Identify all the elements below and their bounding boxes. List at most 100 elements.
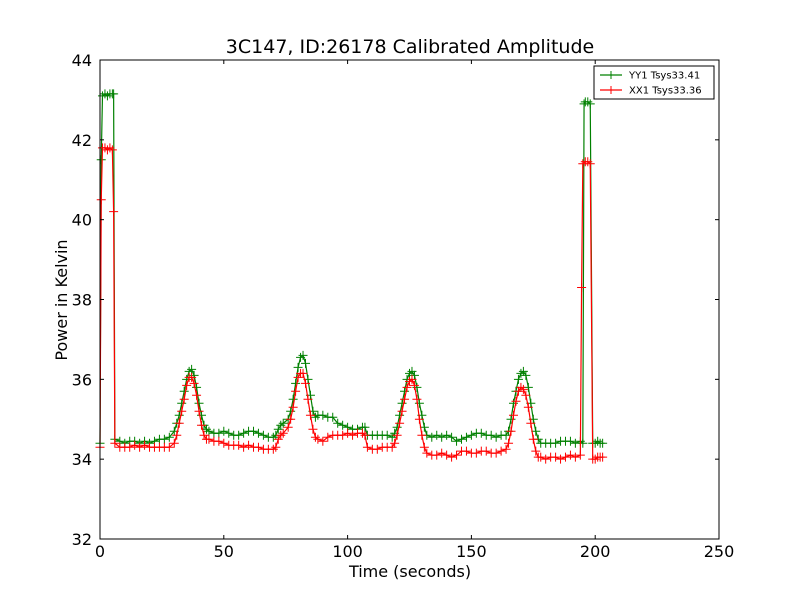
- data-point: [140, 440, 150, 450]
- data-point: [288, 394, 298, 404]
- data-point: [585, 99, 595, 109]
- data-point: [338, 430, 348, 440]
- data-point: [508, 398, 518, 408]
- series-1: [95, 143, 608, 464]
- data-point: [194, 406, 204, 416]
- y-tick-label: 32: [72, 530, 92, 549]
- data-point: [303, 394, 313, 404]
- data-point: [164, 432, 174, 442]
- data-point: [405, 368, 414, 378]
- data-point: [192, 390, 202, 400]
- data-point: [199, 430, 209, 440]
- data-point: [508, 410, 518, 420]
- data-point: [590, 454, 600, 464]
- data-point: [362, 442, 372, 452]
- data-point: [491, 432, 501, 442]
- data-point: [109, 207, 119, 217]
- data-point: [125, 442, 135, 452]
- data-point: [214, 436, 224, 446]
- data-point: [518, 384, 528, 394]
- data-point: [516, 382, 526, 392]
- data-point: [234, 430, 244, 440]
- data-point: [518, 366, 528, 376]
- data-point: [437, 432, 447, 442]
- data-point: [201, 424, 211, 434]
- data-point: [283, 422, 293, 432]
- data-point: [397, 398, 407, 408]
- data-point: [194, 398, 204, 408]
- data-point: [177, 406, 187, 416]
- data-point: [219, 426, 229, 436]
- x-axis-label: Time (seconds): [348, 562, 471, 581]
- data-point: [360, 430, 370, 440]
- data-point: [521, 370, 531, 380]
- data-point: [447, 452, 457, 462]
- data-point: [239, 442, 249, 452]
- data-point: [253, 442, 263, 452]
- series-0: [95, 89, 608, 448]
- data-point: [461, 432, 471, 442]
- data-point: [273, 434, 283, 444]
- data-point: [526, 418, 536, 428]
- data-point: [598, 438, 608, 448]
- data-point: [456, 434, 466, 444]
- data-point: [268, 432, 278, 442]
- data-point: [481, 446, 491, 456]
- data-point: [291, 386, 301, 396]
- data-point: [501, 444, 511, 454]
- data-point: [204, 426, 214, 436]
- data-point: [169, 438, 179, 448]
- data-point: [348, 430, 358, 440]
- legend: YY1 Tsys33.41 XX1 Tsys33.36: [593, 65, 715, 100]
- data-point: [333, 418, 343, 428]
- data-point: [276, 420, 286, 430]
- data-point: [159, 434, 169, 444]
- data-point: [414, 398, 424, 408]
- legend-marker: [607, 86, 615, 94]
- data-point: [109, 89, 119, 99]
- data-point: [291, 378, 301, 388]
- data-point: [179, 394, 189, 404]
- data-point: [578, 438, 588, 448]
- data-point: [536, 452, 546, 462]
- data-point: [565, 450, 575, 460]
- data-point: [172, 430, 182, 440]
- data-point: [531, 426, 541, 436]
- data-point: [513, 374, 523, 384]
- data-point: [491, 448, 501, 458]
- data-point: [135, 442, 145, 452]
- data-point: [197, 410, 207, 420]
- x-tick-label: 100: [332, 542, 363, 561]
- y-tick-label: 34: [72, 450, 92, 469]
- data-point: [301, 378, 311, 388]
- data-point: [318, 410, 328, 420]
- data-point: [224, 428, 234, 438]
- y-tick-label: 40: [72, 211, 92, 230]
- data-point: [583, 97, 593, 107]
- data-point: [390, 438, 400, 448]
- data-point: [575, 450, 585, 460]
- data-point: [565, 436, 575, 446]
- data-point: [577, 283, 587, 293]
- data-point: [427, 432, 437, 442]
- data-point: [395, 410, 405, 420]
- data-point: [506, 414, 516, 424]
- data-point: [397, 406, 407, 416]
- legend-label: XX1 Tsys33.36: [629, 86, 702, 97]
- data-point: [585, 159, 595, 169]
- data-point: [107, 145, 117, 155]
- data-point: [409, 380, 419, 390]
- data-point: [174, 418, 184, 428]
- data-point: [110, 438, 120, 448]
- data-point: [395, 418, 405, 428]
- data-point: [504, 438, 514, 448]
- data-point: [313, 434, 323, 444]
- data-point: [412, 394, 422, 404]
- data-point: [476, 428, 486, 438]
- data-point: [273, 424, 283, 434]
- data-point: [286, 414, 296, 424]
- data-point: [189, 370, 199, 380]
- y-tick-label: 42: [72, 131, 92, 150]
- series-line-1: [99, 147, 603, 460]
